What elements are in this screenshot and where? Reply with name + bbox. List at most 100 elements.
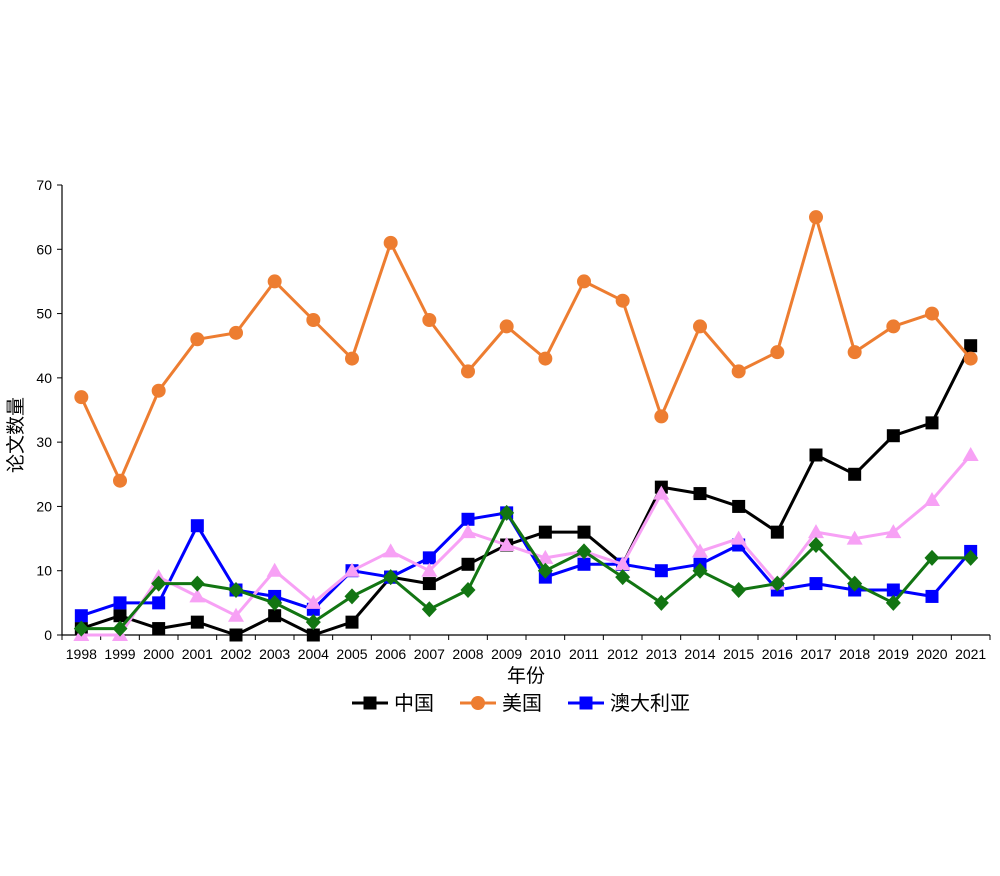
data-point bbox=[461, 512, 475, 526]
x-tick-label: 2020 bbox=[916, 646, 947, 662]
data-point bbox=[189, 575, 205, 592]
x-tick-label: 2018 bbox=[839, 646, 870, 662]
data-point bbox=[538, 525, 552, 539]
x-tick-label: 2013 bbox=[646, 646, 677, 662]
x-tick-label: 1999 bbox=[104, 646, 135, 662]
data-point bbox=[654, 564, 668, 578]
data-point bbox=[151, 383, 166, 398]
data-point bbox=[732, 499, 746, 513]
data-point bbox=[693, 319, 707, 334]
series-layer bbox=[73, 210, 979, 642]
x-tick-label: 2015 bbox=[723, 646, 754, 662]
data-point bbox=[151, 575, 167, 592]
series-line bbox=[81, 454, 972, 637]
data-point bbox=[847, 575, 863, 592]
data-point bbox=[421, 562, 438, 577]
data-point bbox=[885, 594, 901, 611]
data-point bbox=[266, 562, 283, 577]
data-point bbox=[693, 487, 707, 501]
data-point bbox=[654, 409, 669, 424]
y-tick-label: 0 bbox=[44, 627, 52, 643]
data-point bbox=[537, 562, 553, 579]
data-point bbox=[152, 622, 166, 636]
x-axis-title: 年份 bbox=[507, 665, 545, 687]
data-point bbox=[190, 615, 204, 629]
data-point bbox=[962, 447, 979, 461]
data-point bbox=[963, 351, 978, 366]
data-point bbox=[885, 524, 902, 539]
x-tick-label: 2008 bbox=[452, 646, 483, 662]
x-tick-label: 2019 bbox=[878, 646, 909, 662]
data-point bbox=[498, 537, 515, 551]
x-tick-label: 2003 bbox=[259, 646, 290, 662]
x-tick-label: 2021 bbox=[955, 646, 986, 662]
data-point bbox=[383, 569, 399, 586]
y-tick-label: 20 bbox=[36, 498, 52, 514]
data-point bbox=[344, 562, 360, 577]
data-point bbox=[886, 429, 900, 443]
x-tick-label: 2016 bbox=[762, 646, 793, 662]
data-point bbox=[73, 620, 89, 637]
data-point bbox=[112, 620, 128, 637]
data-point bbox=[421, 601, 437, 618]
legend-label: 中国 bbox=[394, 691, 434, 715]
x-tick-label: 2012 bbox=[607, 646, 638, 662]
x-tick-label: 2007 bbox=[414, 646, 445, 662]
data-point bbox=[499, 504, 515, 521]
data-point bbox=[113, 473, 127, 488]
data-point bbox=[731, 582, 747, 598]
data-point bbox=[152, 596, 166, 610]
data-point bbox=[189, 588, 206, 603]
data-point bbox=[345, 351, 359, 366]
x-tick-label: 2002 bbox=[220, 646, 251, 662]
data-point bbox=[653, 485, 670, 500]
data-point bbox=[615, 293, 630, 308]
series-line bbox=[80, 345, 973, 637]
data-point bbox=[461, 364, 475, 379]
data-point bbox=[577, 525, 591, 539]
data-point bbox=[228, 607, 244, 622]
data-point bbox=[925, 416, 939, 430]
legend-item: 美国 bbox=[460, 691, 542, 715]
data-point bbox=[730, 530, 747, 545]
data-point bbox=[576, 543, 592, 560]
data-point bbox=[113, 596, 127, 610]
data-point bbox=[577, 557, 591, 571]
legend-item: 澳大利亚 bbox=[568, 691, 690, 715]
series-0 bbox=[74, 339, 978, 642]
data-point bbox=[190, 332, 205, 347]
data-point bbox=[809, 210, 823, 225]
data-point bbox=[344, 588, 360, 605]
data-point bbox=[809, 577, 823, 591]
data-point bbox=[229, 628, 243, 642]
y-tick-label: 50 bbox=[36, 306, 52, 322]
data-point bbox=[577, 274, 591, 289]
data-point bbox=[383, 235, 398, 250]
data-point bbox=[460, 582, 476, 598]
data-point bbox=[268, 609, 282, 623]
data-point bbox=[924, 549, 940, 566]
data-point bbox=[809, 448, 823, 462]
x-tick-label: 2017 bbox=[800, 646, 831, 662]
data-point bbox=[614, 556, 631, 571]
data-point bbox=[113, 609, 127, 623]
x-tick-label: 2010 bbox=[530, 646, 561, 662]
data-point bbox=[460, 524, 476, 539]
x-tick-label: 1998 bbox=[66, 646, 97, 662]
data-point bbox=[964, 339, 978, 353]
y-tick-label: 70 bbox=[36, 177, 52, 193]
x-tick-label: 2006 bbox=[375, 646, 406, 662]
x-tick-label: 2004 bbox=[298, 646, 329, 662]
legend: 中国 美国 澳大利亚 bbox=[352, 691, 690, 715]
data-point bbox=[615, 569, 631, 586]
data-point bbox=[190, 519, 204, 533]
data-point bbox=[345, 615, 359, 629]
data-point bbox=[924, 492, 940, 506]
series-2 bbox=[74, 506, 978, 623]
legend-marker bbox=[579, 696, 593, 710]
legend-marker bbox=[471, 696, 485, 710]
series-line bbox=[79, 215, 972, 483]
data-point bbox=[537, 549, 554, 564]
legend-item: 中国 bbox=[352, 691, 434, 715]
